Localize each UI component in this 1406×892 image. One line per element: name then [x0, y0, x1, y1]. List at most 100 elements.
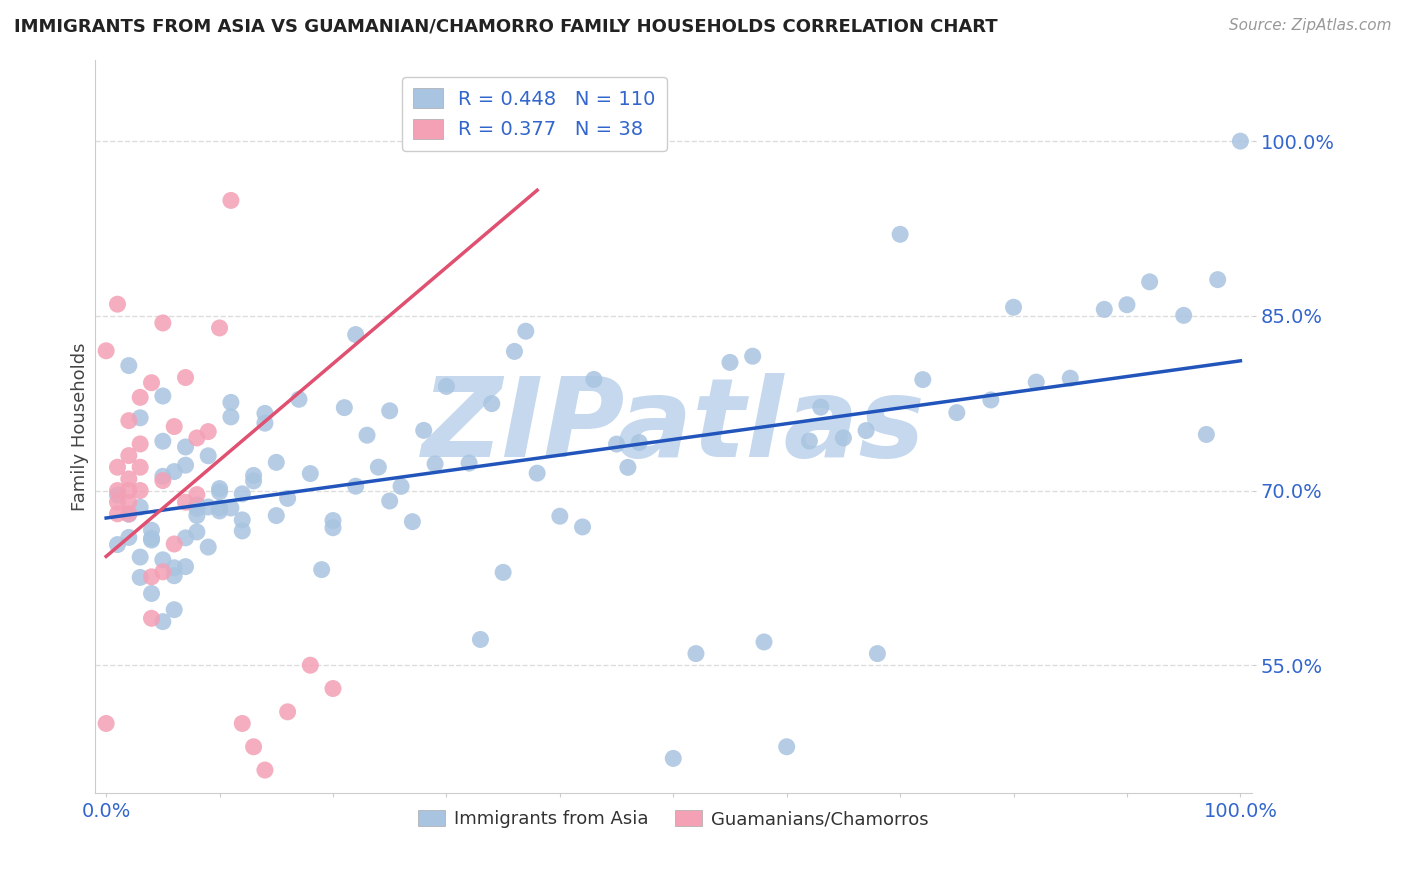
Point	[152, 434, 174, 449]
Point	[141, 611, 163, 625]
Point	[1025, 375, 1047, 389]
Point	[571, 520, 593, 534]
Point	[186, 524, 208, 539]
Point	[208, 500, 231, 515]
Point	[152, 553, 174, 567]
Point	[197, 500, 219, 514]
Point	[1139, 275, 1161, 289]
Point	[186, 488, 208, 502]
Point	[118, 507, 141, 521]
Point	[412, 423, 434, 437]
Point	[946, 406, 969, 420]
Point	[141, 523, 163, 537]
Point	[492, 566, 515, 580]
Point	[129, 570, 152, 584]
Point	[1059, 371, 1081, 385]
Point	[197, 425, 219, 439]
Point	[141, 586, 163, 600]
Point	[1092, 302, 1115, 317]
Point	[219, 395, 242, 409]
Point	[662, 751, 685, 765]
Point	[219, 194, 242, 208]
Point	[231, 487, 253, 501]
Point	[152, 316, 174, 330]
Text: Source: ZipAtlas.com: Source: ZipAtlas.com	[1229, 18, 1392, 33]
Point	[94, 343, 117, 358]
Point	[107, 507, 129, 521]
Point	[174, 440, 197, 454]
Point	[1206, 273, 1229, 287]
Point	[163, 568, 186, 582]
Point	[107, 495, 129, 509]
Point	[288, 392, 311, 407]
Point	[129, 410, 152, 425]
Point	[401, 515, 423, 529]
Point	[231, 513, 253, 527]
Point	[141, 376, 163, 390]
Point	[277, 705, 299, 719]
Point	[606, 437, 628, 451]
Point	[219, 500, 242, 515]
Point	[118, 449, 141, 463]
Point	[141, 570, 163, 584]
Point	[242, 474, 264, 488]
Point	[617, 460, 640, 475]
Point	[186, 508, 208, 523]
Point	[481, 396, 503, 410]
Point	[219, 409, 242, 424]
Point	[231, 524, 253, 538]
Point	[685, 647, 707, 661]
Point	[129, 483, 152, 498]
Point	[107, 460, 129, 475]
Point	[264, 455, 287, 469]
Point	[163, 465, 186, 479]
Point	[855, 424, 877, 438]
Point	[799, 434, 821, 448]
Point	[152, 565, 174, 579]
Point	[253, 406, 276, 420]
Point	[503, 344, 526, 359]
Point	[1116, 298, 1139, 312]
Point	[163, 537, 186, 551]
Point	[367, 460, 389, 475]
Point	[1195, 427, 1218, 442]
Point	[129, 500, 152, 515]
Point	[322, 681, 344, 696]
Point	[299, 658, 322, 673]
Point	[107, 483, 129, 498]
Point	[582, 372, 605, 386]
Point	[208, 321, 231, 335]
Text: IMMIGRANTS FROM ASIA VS GUAMANIAN/CHAMORRO FAMILY HOUSEHOLDS CORRELATION CHART: IMMIGRANTS FROM ASIA VS GUAMANIAN/CHAMOR…	[14, 18, 998, 36]
Point	[423, 457, 446, 471]
Point	[741, 349, 763, 363]
Point	[208, 482, 231, 496]
Point	[322, 521, 344, 535]
Point	[628, 435, 651, 450]
Point	[1229, 134, 1251, 148]
Point	[107, 488, 129, 502]
Point	[264, 508, 287, 523]
Point	[389, 479, 412, 493]
Point	[129, 550, 152, 565]
Point	[253, 416, 276, 430]
Point	[197, 449, 219, 463]
Point	[242, 468, 264, 483]
Point	[174, 495, 197, 509]
Point	[186, 431, 208, 445]
Point	[832, 431, 855, 445]
Point	[470, 632, 492, 647]
Point	[253, 763, 276, 777]
Point	[299, 467, 322, 481]
Point	[208, 484, 231, 499]
Point	[94, 716, 117, 731]
Point	[174, 370, 197, 384]
Point	[141, 533, 163, 547]
Point	[174, 559, 197, 574]
Point	[752, 635, 775, 649]
Point	[1173, 309, 1195, 323]
Point	[515, 324, 537, 338]
Point	[810, 400, 832, 414]
Point	[152, 469, 174, 483]
Point	[186, 501, 208, 516]
Point	[163, 603, 186, 617]
